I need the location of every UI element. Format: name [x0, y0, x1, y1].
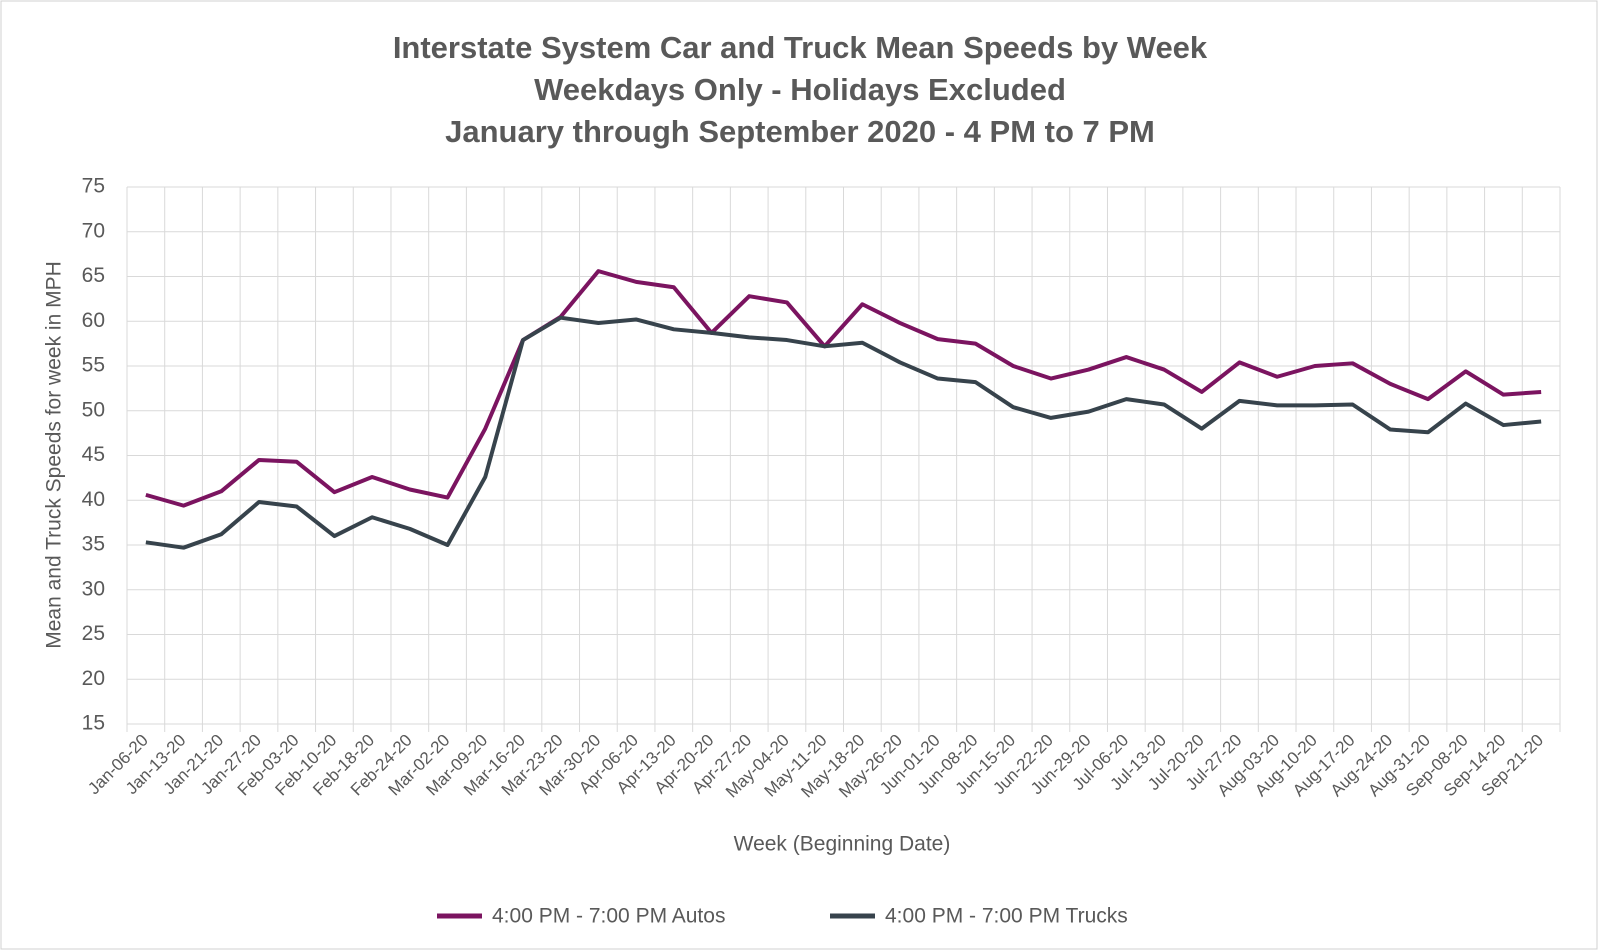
y-tick-label: 50: [82, 398, 105, 421]
y-tick-label: 40: [82, 488, 105, 511]
y-tick-label: 60: [82, 309, 105, 332]
chart-title: Interstate System Car and Truck Mean Spe…: [393, 30, 1208, 65]
y-axis-title: Mean and Truck Speeds for week in MPH: [43, 261, 66, 649]
y-tick-label: 30: [82, 577, 105, 600]
series-line: [145, 315, 1542, 550]
y-tick-label: 15: [82, 712, 105, 735]
y-tick-label: 65: [82, 264, 105, 287]
y-tick-label: 75: [82, 175, 105, 198]
y-tick-label: 25: [82, 622, 105, 645]
y-tick-label: 70: [82, 219, 105, 242]
y-tick-label: 35: [82, 533, 105, 556]
chart-subtitle: January through September 2020 - 4 PM to…: [445, 114, 1155, 149]
series-line: [145, 269, 1542, 508]
legend-label: 4:00 PM - 7:00 PM Trucks: [885, 905, 1128, 928]
chart-subtitle: Weekdays Only - Holidays Excluded: [534, 72, 1066, 107]
y-tick-label: 20: [82, 667, 105, 690]
x-axis-title: Week (Beginning Date): [734, 833, 951, 856]
y-tick-label: 55: [82, 354, 105, 377]
legend-label: 4:00 PM - 7:00 PM Autos: [492, 905, 725, 928]
y-tick-label: 45: [82, 443, 105, 466]
